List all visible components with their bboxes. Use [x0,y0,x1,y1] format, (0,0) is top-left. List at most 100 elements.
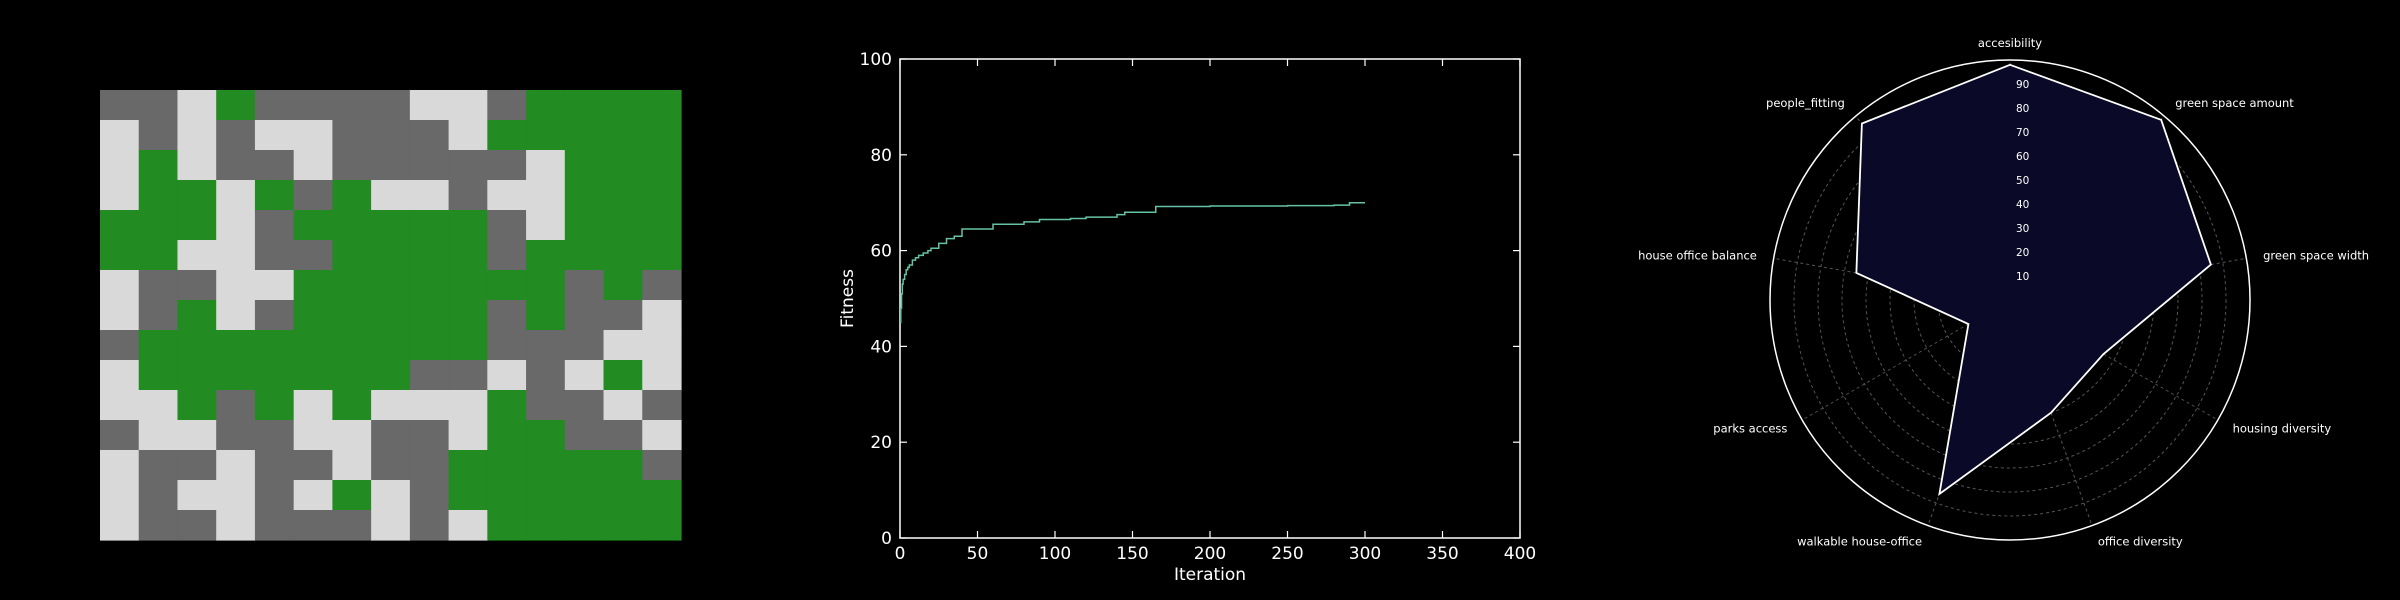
heatmap-cell [216,210,256,241]
heatmap-cell [487,90,527,121]
heatmap-cell [332,360,372,391]
heatmap-cell [293,90,333,121]
heatmap-cell [254,510,295,541]
heatmap-cell [642,150,682,181]
heatmap-cell [177,330,217,361]
heatmap-cell [216,180,256,211]
heatmap-cell [603,210,643,241]
radar-spoke [2009,299,2219,421]
heatmap-cell [177,390,217,421]
heatmap-cell [100,180,140,211]
heatmap-cell [177,480,217,511]
heatmap-cell [177,150,217,181]
heatmap-cell [603,510,643,541]
heatmap-cell [487,420,527,451]
heatmap-cell [138,300,179,331]
y-axis-label: Fitness [838,269,858,328]
radar-category-label: green space width [2263,248,2369,262]
heatmap-cell [254,180,295,211]
heatmap-cell [526,510,566,541]
heatmap-cell [293,510,333,541]
x-tick-label: 350 [1426,544,1458,564]
radar-tick-label: 60 [2016,151,2029,163]
heatmap-cell [254,270,295,301]
radar-category-label: green space amount [2175,96,2294,110]
radar-tick-label: 40 [2016,199,2029,211]
radar-chart: 10 20 30 40 50 60 70 80 90 accesibility green spac… [1638,36,2369,549]
heatmap-cell [332,240,372,271]
x-tick-label: 150 [1116,544,1148,564]
heatmap-cell [332,450,372,481]
heatmap-cell [603,90,643,121]
heatmap-cell [526,450,566,481]
heatmap-cell [487,510,527,541]
radar-category-label: housing diversity [2233,422,2332,436]
heatmap-cell [526,360,566,391]
x-tick-label: 100 [1039,544,1071,564]
heatmap-cell [448,510,488,541]
heatmap-cell [603,240,643,271]
grid-heatmap [100,90,682,541]
heatmap-cell [642,210,682,241]
heatmap-cell [293,180,333,211]
heatmap-cell [216,420,256,451]
heatmap-cell [448,300,488,331]
heatmap-cell [138,420,179,451]
x-tick-label: 200 [1194,544,1226,564]
heatmap-cell [293,210,333,241]
heatmap-cell [409,150,450,181]
heatmap-cell [409,240,450,271]
heatmap-cell [448,420,488,451]
heatmap-cell [603,390,643,421]
heatmap-cell [526,420,566,451]
radar-category-label: house office balance [1638,248,1757,262]
heatmap-cell [100,210,140,241]
heatmap-cell [216,240,256,271]
heatmap-cell [100,480,140,511]
heatmap-cell [487,270,527,301]
heatmap-cell [332,330,372,361]
radar-data-polygon [1855,63,2212,496]
heatmap-cell [293,420,333,451]
heatmap-cell [409,210,450,241]
heatmap-cell [177,510,217,541]
heatmap-cell [138,390,179,421]
radar-tick-label: 70 [2016,127,2029,139]
heatmap-cell [603,120,643,151]
heatmap-cell [371,90,411,121]
radar-tick-label: 90 [2016,79,2029,91]
heatmap-cell [216,480,256,511]
heatmap-cell [642,420,682,451]
heatmap-cell [603,300,643,331]
radar-category-label: parks access [1713,422,1787,436]
heatmap-cell [254,240,295,271]
radar-grid-circle [1793,83,2227,517]
x-tick-label: 300 [1349,544,1381,564]
heatmap-cell [371,420,411,451]
heatmap-cell [487,480,527,511]
heatmap-cell [293,450,333,481]
heatmap-cell [487,360,527,391]
heatmap-cell [371,240,411,271]
heatmap-cell [177,360,217,391]
heatmap-cell [100,270,140,301]
heatmap-cell [448,390,488,421]
radar-category-label: accesibility [1978,36,2042,50]
heatmap-cell [254,330,295,361]
heatmap-cell [293,120,333,151]
heatmap-cell [100,150,140,181]
heatmap-cell [371,390,411,421]
axis-ticks: 0 50 100 150 200 250 300 350 400 0 20 40 60 80 100 [860,50,1537,564]
heatmap-cell [138,240,179,271]
radar-grid-circle [1817,107,2203,493]
heatmap-cell [138,450,179,481]
heatmap-cell [177,420,217,451]
heatmap-cell [216,390,256,421]
heatmap-cell [487,300,527,331]
radar-tick-label: 10 [2016,271,2029,283]
heatmap-cell [254,390,295,421]
heatmap-cell [216,360,256,391]
heatmap-cell [100,90,140,121]
y-tick-label: 0 [881,529,892,549]
y-tick-label: 40 [870,337,892,357]
